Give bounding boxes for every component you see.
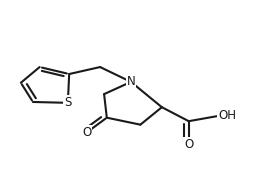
Text: OH: OH bbox=[218, 109, 236, 122]
Text: N: N bbox=[127, 75, 135, 88]
Text: O: O bbox=[184, 138, 193, 151]
Text: O: O bbox=[82, 126, 91, 139]
Text: S: S bbox=[64, 96, 72, 109]
